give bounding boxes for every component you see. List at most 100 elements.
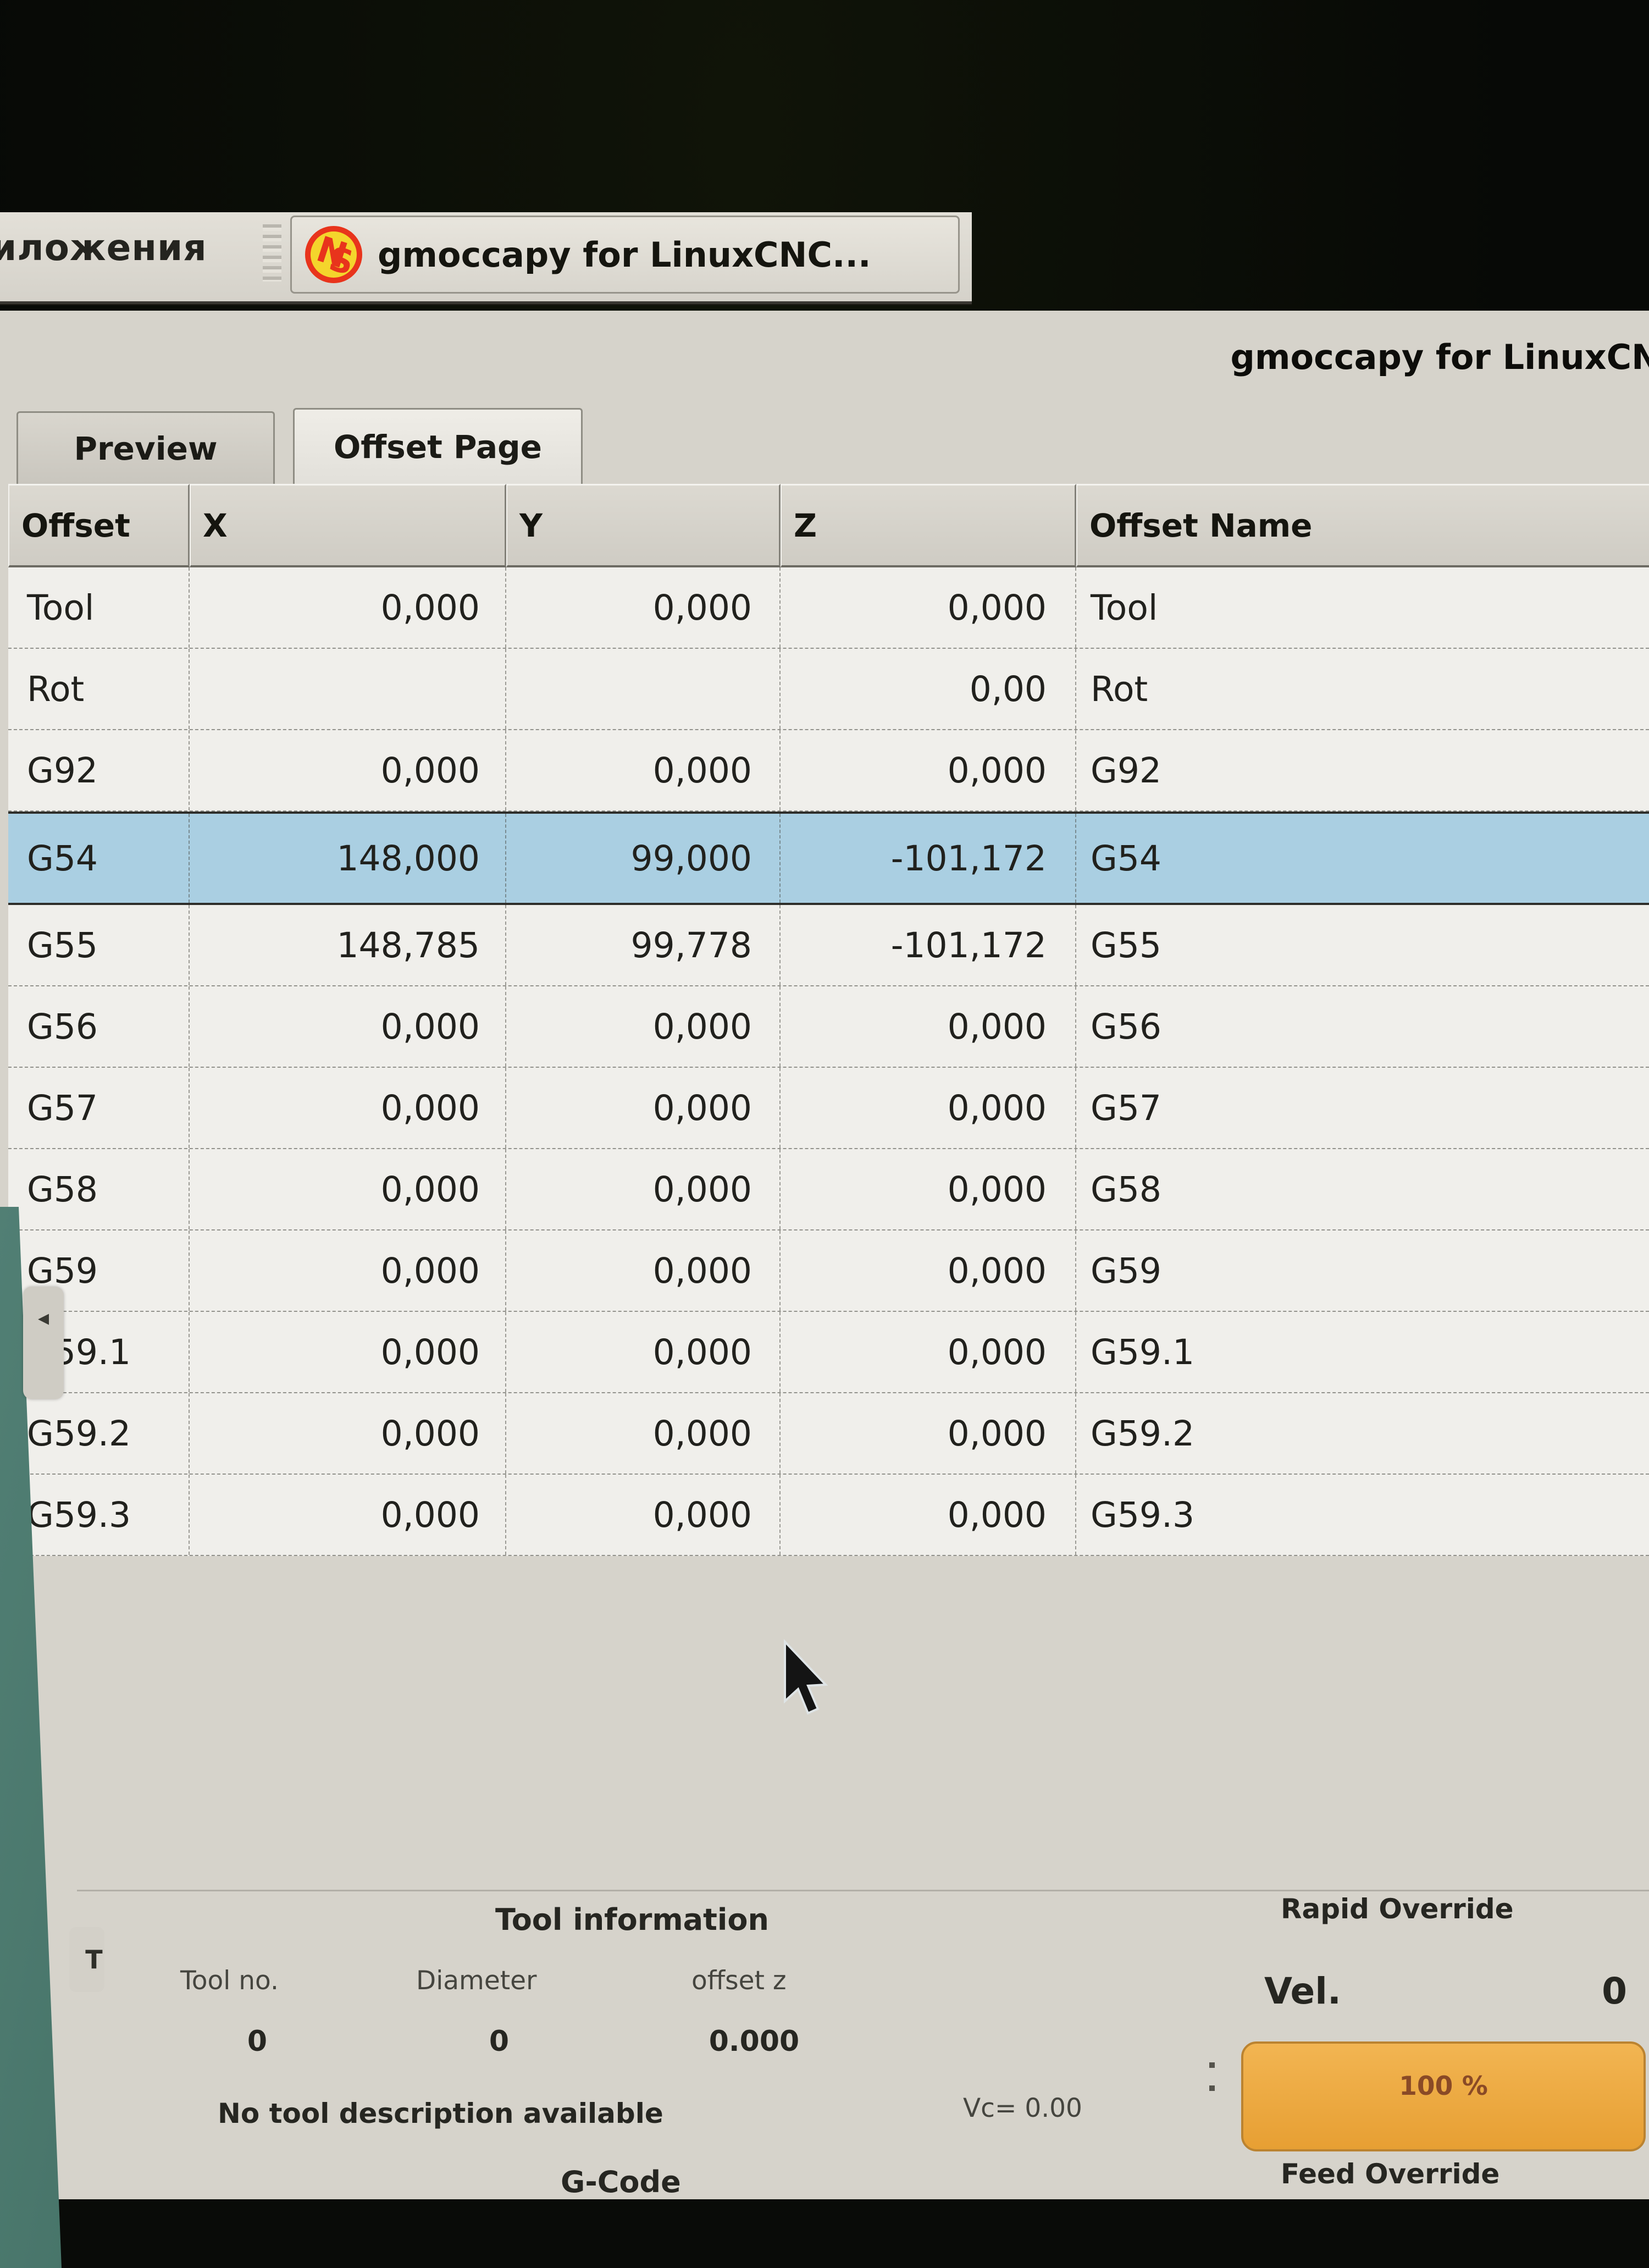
cell-z: 0,000 — [781, 986, 1076, 1067]
cell-name: G58 — [1091, 1169, 1161, 1210]
offset-table-body: Tool 0,000 0,000 0,000 Tool Rot 0,00 Rot… — [8, 567, 1649, 1556]
diameter-label: Diameter — [416, 1966, 537, 1996]
bottom-panel-divider — [77, 1890, 1649, 1891]
cell-offset: G58 — [8, 1149, 190, 1229]
table-row-g92[interactable]: G92 0,000 0,000 0,000 G92 — [8, 730, 1649, 812]
table-row-tool[interactable]: Tool 0,000 0,000 0,000 Tool — [8, 567, 1649, 649]
table-row-g55[interactable]: G55 148,785 99,778 -101,172 G55 — [8, 905, 1649, 986]
cell-x: 148,785 — [190, 905, 506, 985]
cell-offset: Rot — [8, 649, 190, 729]
table-row-g59-3[interactable]: G59.3 0,000 0,000 0,000 G59.3 — [8, 1475, 1649, 1556]
cell-y: 0,000 — [506, 1393, 781, 1474]
cell-name: G59.2 — [1091, 1413, 1195, 1454]
cell-x: 148,000 — [190, 814, 506, 903]
feed-override-slider[interactable]: 100 % — [1241, 2041, 1646, 2151]
table-row-g57[interactable]: G57 0,000 0,000 0,000 G57 — [8, 1068, 1649, 1149]
table-row-g58[interactable]: G58 0,000 0,000 0,000 G58 — [8, 1149, 1649, 1230]
cell-x: 0,000 — [190, 567, 506, 648]
offset-z-value: 0.000 — [709, 2025, 800, 2058]
cell-name: G54 — [1091, 838, 1161, 879]
cell-offset: Tool — [8, 567, 190, 648]
cell-y: 0,000 — [506, 1475, 781, 1555]
column-header-z[interactable]: Z — [781, 484, 1076, 567]
cell-name: G59.1 — [1091, 1332, 1195, 1372]
tab-preview[interactable]: Preview — [16, 411, 275, 484]
table-row-g59-2[interactable]: G59.2 0,000 0,000 0,000 G59.2 — [8, 1393, 1649, 1475]
cell-x: 0,000 — [190, 1312, 506, 1392]
cell-z: 0,000 — [781, 1475, 1076, 1555]
table-row-rot[interactable]: Rot 0,00 Rot — [8, 649, 1649, 730]
table-row-g54-selected[interactable]: G54 148,000 99,000 -101,172 G54 — [8, 812, 1649, 905]
cell-z: -101,172 — [781, 814, 1076, 903]
table-row-g59-1[interactable]: G59.1 0,000 0,000 0,000 G59.1 — [8, 1312, 1649, 1393]
taskbar-grip-handle[interactable] — [263, 224, 281, 282]
cell-x: 0,000 — [190, 1393, 506, 1474]
tool-no-label: Tool no. — [180, 1966, 279, 1996]
feed-override-label: Feed Override — [1281, 2158, 1500, 2190]
mouse-cursor — [784, 1638, 828, 1715]
column-header-x[interactable]: X — [190, 484, 506, 567]
cell-z: 0,000 — [781, 567, 1076, 648]
cell-name: G59 — [1091, 1250, 1161, 1291]
table-row-g59[interactable]: G59 0,000 0,000 0,000 G59 — [8, 1230, 1649, 1312]
gcode-section-label: G-Code — [561, 2165, 681, 2199]
cell-x: 0,000 — [190, 1475, 506, 1555]
column-header-offset-name[interactable]: Offset Name — [1076, 484, 1649, 567]
cell-z: -101,172 — [781, 905, 1076, 985]
table-row-g56[interactable]: G56 0,000 0,000 0,000 G56 — [8, 986, 1649, 1068]
tool-description-text: No tool description available — [218, 2098, 663, 2129]
cell-y: 99,000 — [506, 814, 781, 903]
cell-y: 0,000 — [506, 1149, 781, 1229]
rapid-override-label: Rapid Override — [1281, 1893, 1514, 1925]
tab-letter: T — [85, 1945, 103, 1974]
cell-x: 0,000 — [190, 1149, 506, 1229]
tab-offset-page[interactable]: Offset Page — [293, 408, 583, 484]
cell-name: G59.3 — [1091, 1494, 1195, 1535]
collapse-arrow-icon: ◂ — [37, 1305, 49, 1331]
cell-offset: G55 — [8, 905, 190, 985]
cell-name: G57 — [1091, 1088, 1161, 1128]
applications-menu[interactable]: иложения — [0, 227, 207, 269]
cell-y: 0,000 — [506, 1230, 781, 1311]
cell-offset: G59 — [8, 1230, 190, 1311]
window-title: gmoccapy for LinuxCN — [1230, 337, 1649, 377]
offset-z-label: offset z — [691, 1966, 787, 1996]
column-header-offset[interactable]: Offset — [8, 484, 190, 567]
cell-y — [506, 649, 781, 729]
override-slider-grip[interactable] — [1209, 2062, 1215, 2104]
diameter-value: 0 — [489, 2025, 510, 2058]
offset-table-header: Offset X Y Z Offset Name — [8, 484, 1649, 567]
cell-offset: G92 — [8, 730, 190, 810]
cell-z: 0,000 — [781, 1393, 1076, 1474]
cell-y: 0,000 — [506, 986, 781, 1067]
cell-y: 0,000 — [506, 1068, 781, 1148]
cell-y: 0,000 — [506, 567, 781, 648]
cell-name: G92 — [1091, 750, 1161, 791]
cell-x: 0,000 — [190, 986, 506, 1067]
bottom-left-panel-tab[interactable]: T — [69, 1927, 104, 1992]
side-panel-tab[interactable]: ◂ — [23, 1287, 64, 1399]
cell-offset: G56 — [8, 986, 190, 1067]
cell-y: 0,000 — [506, 730, 781, 810]
tool-information-title: Tool information — [495, 1902, 769, 1937]
cell-offset: G59.3 — [8, 1475, 190, 1555]
cell-name: G56 — [1091, 1006, 1161, 1047]
gmoccapy-window: NS gmoccapy for LinuxCN Preview Offset P… — [0, 311, 1649, 2268]
offset-table: Offset X Y Z Offset Name Tool 0,000 0,00… — [8, 484, 1649, 1556]
cell-offset: G57 — [8, 1068, 190, 1148]
cell-x: 0,000 — [190, 730, 506, 810]
cell-y: 99,778 — [506, 905, 781, 985]
cell-z: 0,000 — [781, 1149, 1076, 1229]
cell-z: 0,000 — [781, 1230, 1076, 1311]
column-header-y[interactable]: Y — [506, 484, 781, 567]
velocity-label: Vel. — [1264, 1970, 1341, 2012]
cell-name: Rot — [1091, 669, 1148, 709]
cell-offset: G54 — [8, 814, 190, 903]
cell-offset: G59.2 — [8, 1393, 190, 1474]
cell-z: 0,000 — [781, 730, 1076, 810]
cell-name: Tool — [1091, 587, 1158, 628]
cell-name: G55 — [1091, 925, 1161, 965]
